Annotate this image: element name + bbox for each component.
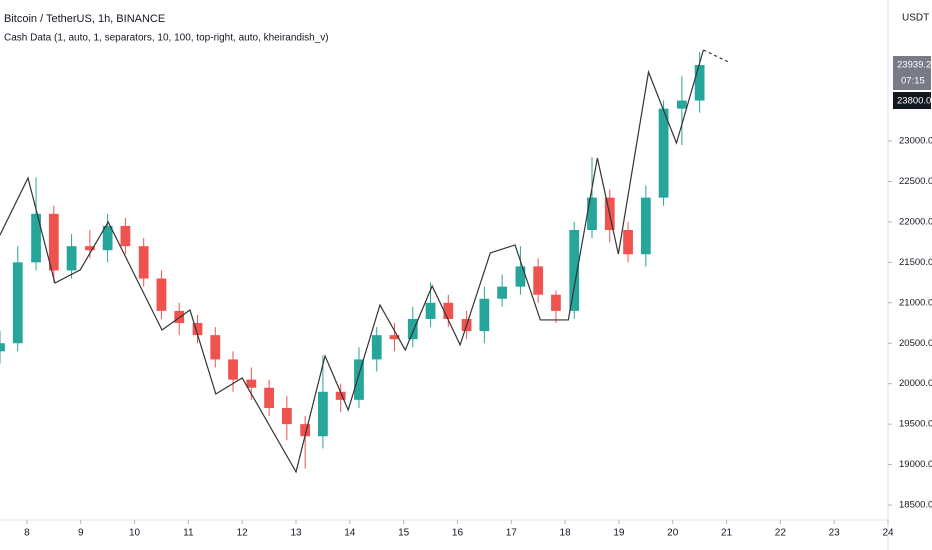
y-tick-label: 19500.00 [899, 419, 932, 430]
candle-body [640, 197, 651, 255]
y-tick-label: 21000.00 [899, 297, 932, 308]
candle-body [623, 229, 633, 255]
candle-body [210, 335, 221, 360]
candle-body [497, 286, 508, 299]
x-tick-label: 15 [398, 528, 410, 539]
y-tick-label: 19000.00 [899, 459, 932, 470]
x-tick-label: 17 [506, 528, 518, 539]
candle-body [138, 246, 149, 279]
x-tick-label: 8 [24, 528, 30, 539]
candle-body [587, 197, 597, 230]
candle-body [371, 335, 382, 360]
y-tick-label: 21500.00 [899, 257, 932, 268]
candle-body [228, 359, 238, 380]
currency-label: USDT [902, 13, 929, 24]
x-tick-label: 24 [882, 528, 894, 539]
candle-body [443, 302, 454, 319]
candle-body [479, 298, 490, 332]
x-tick-label: 23 [829, 528, 841, 539]
x-tick-label: 13 [290, 528, 302, 539]
x-tick-label: 9 [78, 528, 84, 539]
candle-body [515, 266, 526, 287]
candle-body [156, 278, 167, 311]
x-tick-label: 21 [721, 528, 733, 539]
plot-area [0, 49, 729, 474]
candle-body [407, 318, 418, 340]
candle-body [84, 246, 95, 251]
y-tick-label: 20500.00 [899, 338, 932, 349]
zigzag-projection [703, 49, 729, 63]
candle-body [533, 266, 544, 295]
candle-body [389, 335, 400, 340]
x-tick-label: 10 [129, 528, 141, 539]
candle-body [551, 294, 561, 311]
candle-body [0, 343, 5, 352]
candle-body [281, 407, 292, 425]
y-tick-label: 22000.00 [899, 216, 932, 227]
x-tick-label: 19 [613, 528, 625, 539]
line-price-label: 23800.00 [897, 96, 932, 107]
candle-body [425, 302, 436, 319]
candle-body [120, 225, 131, 247]
x-tick-label: 22 [775, 528, 787, 539]
x-tick-label: 18 [560, 528, 572, 539]
y-tick-label: 20000.00 [899, 378, 932, 389]
x-tick-label: 12 [237, 528, 249, 539]
candle-body [31, 213, 41, 263]
countdown-label: 07:15 [901, 76, 925, 87]
candle-body [12, 262, 23, 344]
x-tick-label: 14 [344, 528, 356, 539]
candle-body [694, 65, 705, 101]
symbol-title: Bitcoin / TetherUS, 1h, BINANCE [4, 13, 165, 25]
candle-body [318, 391, 328, 437]
candle-body [102, 225, 113, 251]
indicator-label: Cash Data (1, auto, 1, separators, 10, 1… [4, 33, 329, 44]
x-tick-label: 11 [183, 528, 194, 539]
candle-body [66, 246, 77, 271]
candle-body [246, 379, 257, 388]
candle-body [676, 100, 687, 109]
candle-body [192, 323, 203, 336]
zigzag-line [0, 49, 704, 474]
y-tick-label: 22500.00 [899, 176, 932, 187]
candle-body [335, 391, 346, 400]
last-price-label: 23939.27 [897, 60, 932, 71]
candle-body [264, 387, 274, 408]
x-tick-label: 16 [452, 528, 464, 539]
x-tick-label: 20 [667, 528, 679, 539]
candle-body [354, 359, 364, 400]
candle-body [569, 229, 580, 311]
candle-body [48, 213, 59, 271]
candle-body [658, 108, 669, 198]
y-tick-label: 18500.00 [899, 500, 932, 511]
line-label-box [893, 92, 931, 110]
last-price-box [893, 56, 931, 91]
candle-body [300, 424, 311, 437]
y-tick-label: 23000.00 [899, 136, 932, 147]
